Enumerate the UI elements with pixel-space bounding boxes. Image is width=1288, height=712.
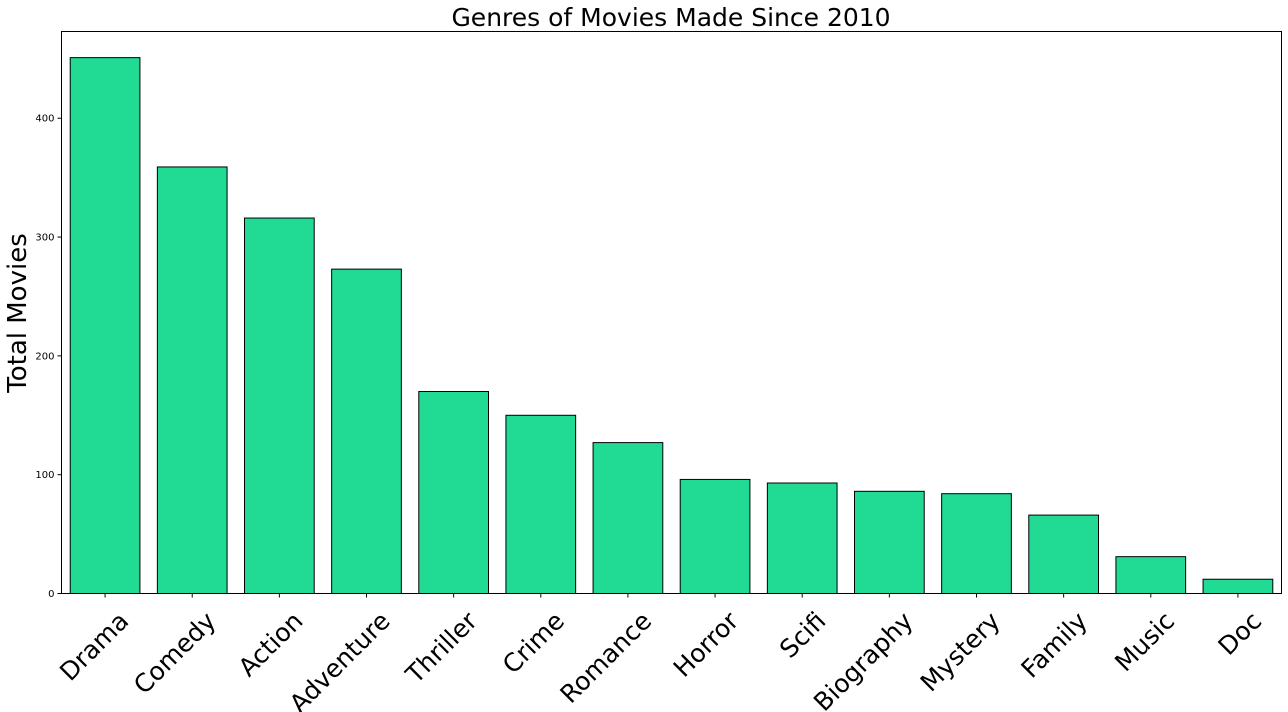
x-tick-label-music: Music <box>1109 606 1180 677</box>
x-tick-label-family: Family <box>1016 606 1094 684</box>
bar-doc <box>1202 578 1274 594</box>
x-tick-label-romance: Romance <box>555 606 658 709</box>
bar-mystery <box>941 493 1012 594</box>
y-tick-label-0: 0 <box>48 589 54 600</box>
x-tick-label-horror: Horror <box>668 606 745 683</box>
y-tick-label-400: 400 <box>35 114 54 125</box>
bar-romance <box>592 442 664 595</box>
bar-drama <box>69 57 141 595</box>
x-tick-label-mystery: Mystery <box>915 606 1006 697</box>
y-axis-label: Total Movies <box>3 233 33 393</box>
bar-comedy <box>156 166 228 594</box>
bar-thriller <box>418 391 489 595</box>
bar-adventure <box>331 268 402 594</box>
y-tick-label-100: 100 <box>35 470 54 481</box>
bar-music <box>1115 556 1187 594</box>
y-tick-label-300: 300 <box>35 233 54 244</box>
x-tick-label-drama: Drama <box>54 606 134 686</box>
x-tick-label-crime: Crime <box>497 606 570 679</box>
chart-title: Genres of Movies Made Since 2010 <box>451 3 890 32</box>
y-axis: 0 100 200 300 400 <box>35 114 62 600</box>
bar-action <box>244 217 315 594</box>
bar-scifi <box>766 482 838 595</box>
bar-family <box>1028 514 1100 595</box>
bars-group <box>69 57 1274 595</box>
x-tick-label-doc: Doc <box>1213 606 1268 661</box>
x-tick-label-scifi: Scifi <box>774 606 831 663</box>
x-tick-label-comedy: Comedy <box>128 606 222 700</box>
bar-horror <box>679 478 751 595</box>
bar-crime <box>505 414 577 595</box>
bar-biography <box>854 490 925 594</box>
y-tick-label-200: 200 <box>35 351 54 362</box>
plot-frame <box>61 31 1282 594</box>
x-tick-label-thriller: Thriller <box>400 606 484 690</box>
x-tick-label-action: Action <box>233 606 309 682</box>
